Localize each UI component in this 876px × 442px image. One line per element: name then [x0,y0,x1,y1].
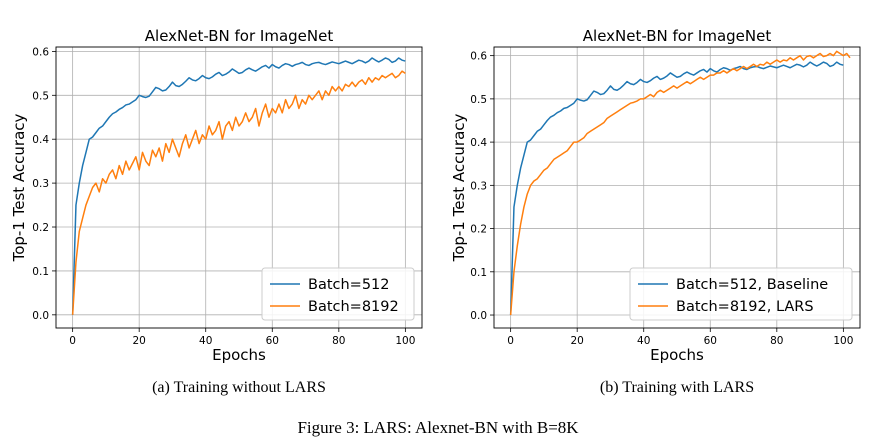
x-tick-label: 40 [637,335,650,347]
y-tick-label: 0.4 [470,137,487,149]
y-tick-label: 0.6 [470,51,487,63]
x-tick-label: 60 [266,335,279,347]
x-tick-label: 80 [770,335,783,347]
x-tick-label: 0 [69,335,76,347]
series-line-left-2 [71,70,406,315]
x-tick-label: 0 [507,335,514,347]
chart-title-right: AlexNet-BN for ImageNet [583,27,772,45]
legend-label: Batch=512, Baseline [676,277,828,293]
y-tick-label: 0.3 [470,180,487,192]
figure-caption: Figure 3: LARS: Alexnet-BN with B=8K [297,418,579,437]
legend-left: Batch=512 Batch=8192 [261,267,415,321]
y-tick-label: 0.1 [32,266,49,278]
y-tick-label: 0.0 [32,310,49,322]
x-axis-label-right: Epochs [650,346,704,364]
series-line-right-2 [509,50,851,316]
legend-label: Batch=8192, LARS [676,299,814,315]
x-tick-label: 40 [199,335,212,347]
chart-right: 0 20 40 60 80 100 0.0 0.1 0.2 0.3 0.4 0.5 0.6 AlexNe… [450,27,861,396]
y-tick-label: 0.4 [32,134,49,146]
x-tick-label: 20 [570,335,583,347]
x-tick-label: 100 [833,335,853,347]
x-tick-label: 80 [332,335,345,347]
legend-box [261,267,415,321]
plot-frame-left [55,46,423,329]
series-line-left-1 [71,57,406,315]
plot-frame-right [493,46,861,329]
legend-label: Batch=8192 [308,299,399,315]
chart-title-left: AlexNet-BN for ImageNet [145,27,334,45]
y-axis-label-left: Top-1 Test Accuracy [10,113,28,262]
legend-right: Batch=512, Baseline Batch=8192, LARS [629,267,853,321]
legend-box [629,267,853,321]
series-line-right-1 [509,61,844,316]
legend-label: Batch=512 [308,277,390,293]
subfigure-caption-left: (a) Training without LARS [152,379,326,396]
y-tick-label: 0.5 [32,90,49,102]
y-tick-label: 0.2 [32,222,49,234]
x-axis-label-left: Epochs [212,346,266,364]
y-tick-label: 0.1 [470,267,487,279]
y-axis-label-right: Top-1 Test Accuracy [450,113,468,262]
y-tick-label: 0.2 [470,224,487,236]
y-tick-label: 0.3 [32,178,49,190]
y-tick-label: 0.0 [470,310,487,322]
x-tick-label: 60 [704,335,717,347]
chart-left: 0 20 40 60 80 100 0.0 0.1 0.2 0.3 0.4 0.5 0.6 AlexNe… [10,27,423,396]
x-tick-label: 100 [395,335,415,347]
y-tick-label: 0.6 [32,46,49,58]
x-tick-label: 20 [132,335,145,347]
y-tick-label: 0.5 [470,94,487,106]
subfigure-caption-right: (b) Training with LARS [600,379,754,396]
